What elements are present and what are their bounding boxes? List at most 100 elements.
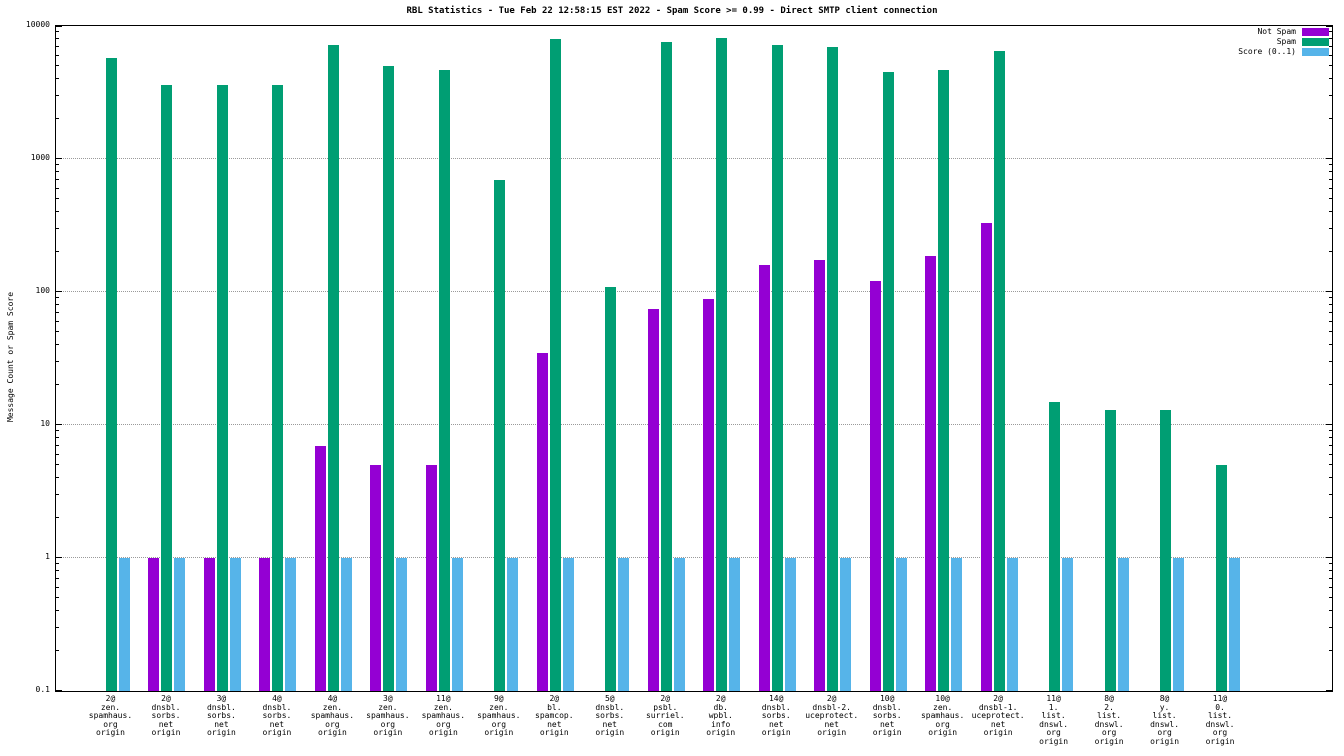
bar-score-0-1--1 xyxy=(174,558,186,691)
y-tick-mark xyxy=(56,170,59,172)
x-tick-label-8: 2@ bl. spamcop. net origin xyxy=(535,694,574,737)
y-tick-label-1000: 1000 xyxy=(30,153,50,162)
y-tick-mark xyxy=(56,303,59,305)
y-tick-mark xyxy=(56,54,59,56)
x-tick-label-7: 9@ zen. spamhaus. org origin xyxy=(477,694,521,737)
bar-not-spam-4 xyxy=(314,445,326,691)
bar-spam-16 xyxy=(993,50,1005,691)
bar-score-0-1--12 xyxy=(784,558,796,691)
bar-score-0-1--8 xyxy=(562,558,574,691)
bar-score-0-1--5 xyxy=(396,558,408,691)
bar-not-spam-2 xyxy=(203,558,215,691)
x-tick-label-11: 2@ db. wpbl. info origin xyxy=(706,694,736,737)
legend-swatch-score xyxy=(1302,47,1329,56)
y-tick-mark xyxy=(56,383,59,385)
y-tick-mark xyxy=(56,360,59,362)
y-tick-mark xyxy=(1329,164,1332,166)
y-tick-mark xyxy=(1326,424,1332,425)
y-tick-mark xyxy=(56,436,59,438)
y-tick-mark xyxy=(1329,250,1332,252)
bar-spam-12 xyxy=(771,44,783,691)
y-tick-mark xyxy=(1329,383,1332,385)
y-tick-mark xyxy=(56,297,59,299)
x-tick-label-4: 4@ zen. spamhaus. org origin xyxy=(310,694,355,737)
x-tick-label-15: 10@ zen. spamhaus. org origin xyxy=(920,694,965,737)
x-tick-label-2: 3@ dnsbl. sorbs. net origin xyxy=(206,694,236,737)
bar-score-0-1--10 xyxy=(673,558,685,691)
y-tick-mark xyxy=(1326,158,1332,159)
bar-not-spam-5 xyxy=(370,465,382,691)
y-tick-mark xyxy=(56,626,59,628)
y-tick-mark xyxy=(56,493,59,495)
y-tick-mark xyxy=(56,476,59,478)
bar-not-spam-16 xyxy=(980,223,992,691)
bar-spam-2 xyxy=(216,85,228,691)
y-tick-mark xyxy=(1329,178,1332,180)
legend-item-spam: Spam xyxy=(1277,37,1329,46)
y-tick-mark xyxy=(1329,444,1332,446)
bar-spam-11 xyxy=(716,38,728,691)
bar-spam-14 xyxy=(882,72,894,691)
x-tick-label-17: 11@ 1. list. dnswl. org origin xyxy=(1039,694,1069,746)
y-tick-mark xyxy=(56,311,59,313)
bar-score-0-1--7 xyxy=(507,558,519,691)
bar-spam-10 xyxy=(660,41,672,691)
y-tick-mark xyxy=(1329,577,1332,579)
y-tick-mark xyxy=(56,164,59,166)
x-tick-label-10: 2@ psbl. surriel. com origin xyxy=(645,694,685,737)
y-tick-mark xyxy=(1329,597,1332,599)
y-tick-mark xyxy=(1329,331,1332,333)
y-tick-mark xyxy=(56,690,62,691)
bar-not-spam-3 xyxy=(259,558,271,691)
y-tick-mark xyxy=(56,569,59,571)
y-tick-mark xyxy=(1329,31,1332,33)
plot-area xyxy=(55,25,1333,692)
y-tick-mark xyxy=(1329,77,1332,79)
x-tick-label-9: 5@ dnsbl. sorbs. net origin xyxy=(595,694,625,737)
y-tick-mark xyxy=(1329,464,1332,466)
bar-score-0-1--13 xyxy=(840,558,852,691)
y-tick-mark xyxy=(56,424,62,425)
y-tick-mark xyxy=(1329,626,1332,628)
y-tick-mark xyxy=(56,609,59,611)
y-tick-mark xyxy=(1329,586,1332,588)
y-tick-label-100: 100 xyxy=(35,286,50,295)
y-tick-mark xyxy=(56,117,59,119)
x-tick-label-20: 11@ 0. list. dnswl. org origin xyxy=(1205,694,1235,746)
bar-spam-20 xyxy=(1215,465,1227,691)
legend-swatch-not-spam xyxy=(1302,27,1329,36)
gridline-10 xyxy=(56,424,1332,425)
y-tick-mark xyxy=(56,45,59,47)
bar-spam-9 xyxy=(605,286,617,691)
bar-score-0-1--11 xyxy=(729,558,741,691)
y-tick-mark xyxy=(1329,453,1332,455)
y-tick-label-0.1: 0.1 xyxy=(35,685,50,694)
gridline-1000 xyxy=(56,158,1332,159)
legend-label-score: Score (0..1) xyxy=(1238,47,1296,56)
bar-score-0-1--20 xyxy=(1228,558,1240,691)
bar-score-0-1--16 xyxy=(1006,558,1018,691)
bar-not-spam-12 xyxy=(758,264,770,691)
y-tick-mark xyxy=(56,563,59,565)
legend-item-score: Score (0..1) xyxy=(1238,47,1329,56)
x-tick-label-1: 2@ dnsbl. sorbs. net origin xyxy=(151,694,181,737)
legend-swatch-spam xyxy=(1302,37,1329,46)
y-tick-label-10000: 10000 xyxy=(25,20,50,29)
bar-score-0-1--2 xyxy=(229,558,241,691)
y-tick-mark xyxy=(1329,170,1332,172)
y-tick-mark xyxy=(1326,26,1332,27)
x-tick-label-5: 3@ zen. spamhaus. org origin xyxy=(366,694,410,737)
x-tick-label-3: 4@ dnsbl. sorbs. net origin xyxy=(262,694,292,737)
bar-spam-0 xyxy=(105,58,117,691)
y-tick-mark xyxy=(56,37,59,39)
bar-spam-7 xyxy=(494,179,506,691)
x-tick-label-0: 2@ zen. spamhaus. org origin xyxy=(88,694,133,737)
y-tick-mark xyxy=(56,210,59,212)
y-tick-mark xyxy=(56,178,59,180)
y-tick-mark xyxy=(1329,343,1332,345)
y-tick-mark xyxy=(1329,297,1332,299)
bar-score-0-1--9 xyxy=(618,558,630,691)
y-tick-mark xyxy=(1326,557,1332,558)
y-tick-mark xyxy=(1329,609,1332,611)
